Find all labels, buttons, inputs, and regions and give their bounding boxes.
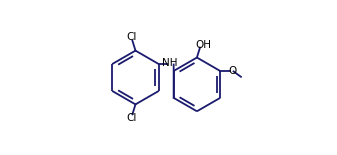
Text: OH: OH — [195, 40, 211, 50]
Text: O: O — [228, 66, 236, 76]
Text: NH: NH — [162, 58, 178, 68]
Text: Cl: Cl — [126, 113, 136, 123]
Text: Cl: Cl — [126, 32, 136, 42]
